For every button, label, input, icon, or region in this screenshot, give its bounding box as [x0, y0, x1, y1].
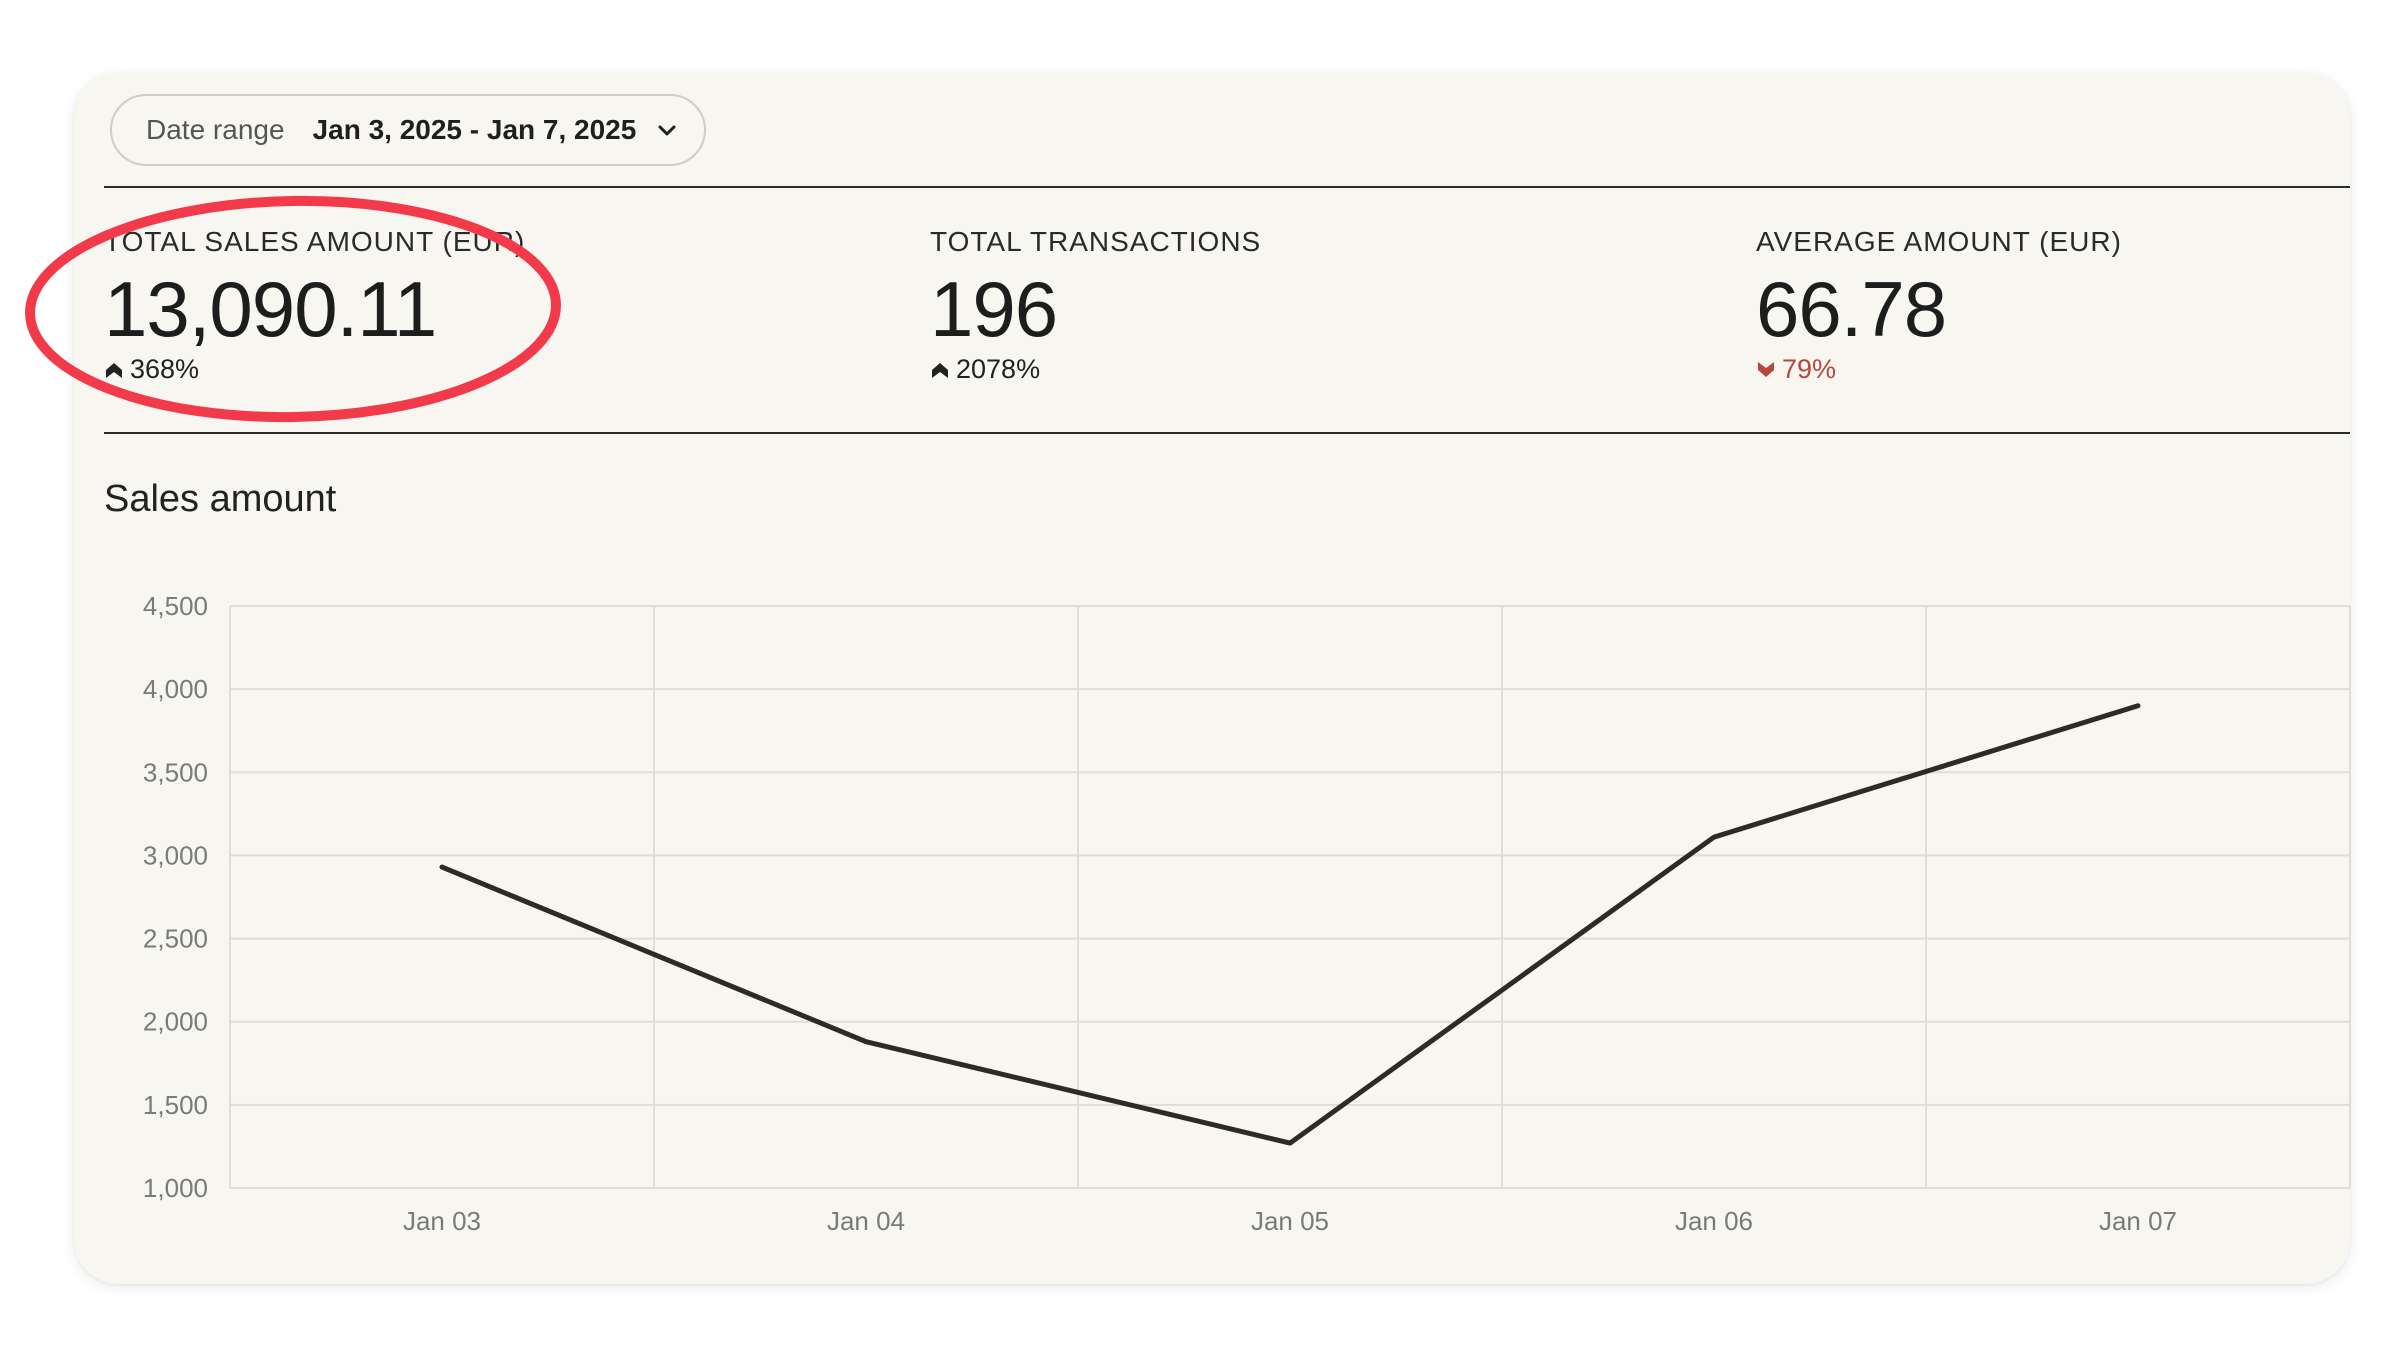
y-tick-label: 2,500 [143, 924, 208, 954]
divider-bottom [104, 432, 2350, 434]
x-tick-label: Jan 05 [1251, 1206, 1329, 1236]
x-tick-label: Jan 07 [2099, 1206, 2177, 1236]
kpi-total-transactions-value: 196 [930, 265, 1058, 353]
y-tick-label: 3,500 [143, 757, 208, 787]
sales-series-line [439, 703, 2141, 1146]
x-tick-label: Jan 04 [827, 1206, 905, 1236]
kpi-total-transactions-change-text: 2078% [956, 354, 1041, 384]
x-tick-label: Jan 03 [403, 1206, 481, 1236]
arrow-up-icon [932, 362, 948, 378]
y-tick-label: 1,500 [143, 1090, 208, 1120]
date-range-selector[interactable]: Date range Jan 3, 2025 - Jan 7, 2025 [110, 94, 706, 166]
date-range-label: Date range [146, 114, 285, 145]
y-tick-label: 3,000 [143, 840, 208, 870]
kpi-total-transactions: TOTAL TRANSACTIONS 196 2078% [930, 226, 1261, 385]
kpi-average-amount-label: AVERAGE AMOUNT (EUR) [1756, 226, 2122, 257]
x-tick-label: Jan 06 [1675, 1206, 1753, 1236]
kpi-total-transactions-change: 2078% [930, 354, 1261, 385]
date-range-value: Jan 3, 2025 - Jan 7, 2025 [312, 114, 637, 145]
y-tick-label: 4,500 [143, 591, 208, 621]
y-tick-label: 2,000 [143, 1007, 208, 1037]
y-tick-label: 4,000 [143, 674, 208, 704]
kpi-average-amount-value: 66.78 [1756, 265, 1947, 353]
kpi-average-amount-change: 79% [1756, 354, 2122, 385]
chart-title: Sales amount [104, 478, 337, 520]
kpi-average-amount: AVERAGE AMOUNT (EUR) 66.78 79% [1756, 226, 2122, 385]
y-tick-label: 1,000 [143, 1173, 208, 1203]
chevron-down-icon [656, 119, 678, 141]
arrow-down-icon [1758, 361, 1774, 377]
divider-top [104, 186, 2350, 188]
kpi-average-amount-change-text: 79% [1782, 354, 1837, 384]
kpi-total-transactions-label: TOTAL TRANSACTIONS [930, 226, 1262, 257]
